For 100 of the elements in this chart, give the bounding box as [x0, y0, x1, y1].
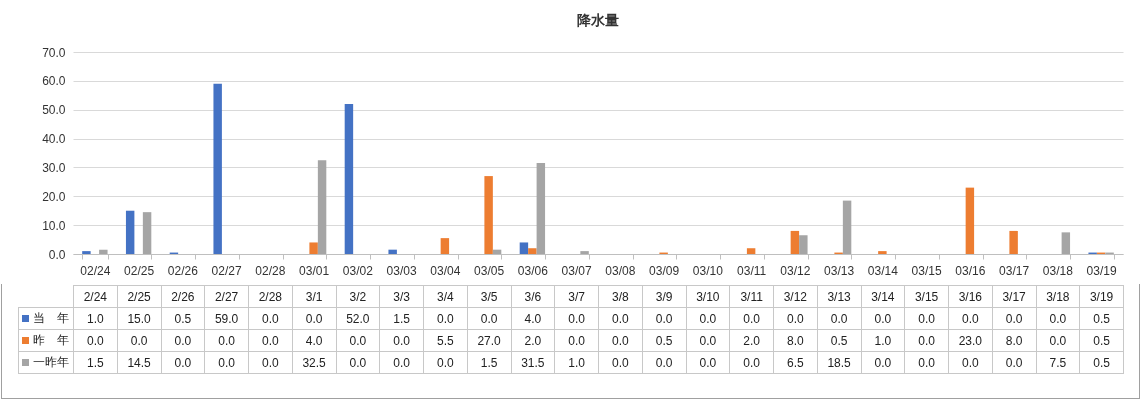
data-label: 0.0: [204, 351, 249, 374]
data-label: 23.0: [948, 329, 993, 352]
data-label: 7.5: [1036, 351, 1080, 374]
y-tick-label: 60.0: [42, 74, 66, 89]
text: 3/14: [861, 285, 905, 308]
data-label: 0.0: [904, 329, 949, 352]
text: 2/28: [248, 285, 293, 308]
data-label: 59.0: [204, 307, 249, 330]
bar: [536, 163, 546, 254]
x-tick-label: 03/05: [474, 263, 505, 278]
data-label: 1.0: [861, 329, 905, 352]
x-tick-label: 03/19: [1086, 263, 1117, 278]
y-tick-label: 10.0: [42, 218, 66, 233]
data-label: 8.0: [773, 329, 818, 352]
x-tick-label: 02/25: [124, 263, 155, 278]
x-tick-label: 03/10: [692, 263, 724, 278]
data-label: 0.0: [948, 307, 993, 330]
data-label: 0.0: [992, 351, 1036, 374]
data-label: 0.0: [948, 351, 993, 374]
x-tick-label: 03/18: [1042, 263, 1074, 278]
x-tick-label: 03/04: [430, 263, 461, 278]
data-label: 4.0: [511, 307, 555, 330]
data-label: 0.0: [642, 351, 686, 374]
data-label: 0.0: [729, 307, 774, 330]
data-label: 1.0: [73, 307, 118, 330]
x-tick-label: 03/09: [649, 263, 680, 278]
bar: [309, 242, 318, 254]
x-tick-label: 03/01: [299, 263, 330, 278]
bar: [388, 249, 397, 254]
data-label: 0.0: [1036, 307, 1080, 330]
data-label: 6.5: [773, 351, 818, 374]
text: 2/24: [73, 285, 118, 308]
x-tick-label: 03/16: [955, 263, 986, 278]
data-label: 0.0: [904, 351, 949, 374]
data-label: 0.0: [423, 307, 468, 330]
data-label: 0.0: [467, 307, 511, 330]
data-label: 31.5: [511, 351, 555, 374]
data-label: 18.5: [817, 351, 861, 374]
bar: [1061, 232, 1071, 254]
data-label: 0.0: [598, 351, 643, 374]
data-label: 5.5: [423, 329, 468, 352]
x-tick-label: 03/14: [867, 263, 899, 278]
text: 3/2: [336, 285, 380, 308]
bar: [484, 176, 493, 254]
data-label: 0.0: [904, 307, 949, 330]
y-tick-label: 50.0: [42, 103, 66, 118]
bar: [142, 212, 152, 254]
data-label: 14.5: [117, 351, 161, 374]
data-label: 4.0: [292, 329, 336, 352]
bar: [799, 235, 808, 254]
data-label: 0.0: [379, 329, 424, 352]
data-label: 0.0: [861, 307, 905, 330]
text: 3/10: [686, 285, 730, 308]
bar: [878, 251, 887, 254]
data-label: 0.0: [117, 329, 161, 352]
legend-label: 一昨年: [18, 351, 74, 374]
x-tick-label: 03/02: [342, 263, 374, 278]
data-label: 0.0: [817, 307, 861, 330]
text: 3/7: [554, 285, 599, 308]
bar: [125, 210, 135, 254]
data-label: 0.0: [248, 351, 293, 374]
data-label: 0.0: [686, 329, 730, 352]
data-label: 0.0: [861, 351, 905, 374]
data-label: 0.5: [1079, 351, 1124, 374]
x-tick-label: 02/26: [167, 263, 199, 278]
data-label: 0.0: [73, 329, 118, 352]
data-label: 0.5: [642, 329, 686, 352]
bar: [790, 230, 800, 254]
data-label: 0.0: [1036, 329, 1080, 352]
data-label: 0.0: [248, 329, 293, 352]
text: 3/16: [948, 285, 993, 308]
data-label: 0.0: [554, 307, 599, 330]
x-tick-label: 02/27: [211, 263, 242, 278]
text: 3/9: [642, 285, 686, 308]
text: 3/8: [598, 285, 643, 308]
data-label: 0.0: [729, 351, 774, 374]
bar: [317, 160, 327, 254]
text: 3/12: [773, 285, 818, 308]
x-tick-label: 03/06: [517, 263, 549, 278]
data-label: 0.0: [292, 307, 336, 330]
data-label: 1.5: [73, 351, 118, 374]
text: 3/19: [1079, 285, 1124, 308]
data-label: 0.0: [204, 329, 249, 352]
legend-label: 当 年: [18, 307, 74, 330]
text: 2/25: [117, 285, 161, 308]
x-tick-label: 03/11: [737, 263, 767, 278]
y-tick-label: 20.0: [42, 189, 66, 204]
text: 3/18: [1036, 285, 1080, 308]
bar: [842, 200, 852, 254]
data-label: 0.0: [598, 307, 643, 330]
bar: [1009, 230, 1018, 254]
y-tick-label: 70.0: [42, 45, 66, 60]
data-label: 0.0: [161, 351, 205, 374]
bar: [344, 103, 354, 254]
text: 3/3: [379, 285, 424, 308]
bar: [965, 187, 975, 254]
text: 2/27: [204, 285, 249, 308]
text: 3/1: [292, 285, 336, 308]
text: 3/5: [467, 285, 511, 308]
bar: [746, 248, 756, 254]
